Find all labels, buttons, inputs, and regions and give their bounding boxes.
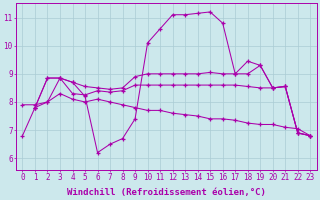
- X-axis label: Windchill (Refroidissement éolien,°C): Windchill (Refroidissement éolien,°C): [67, 188, 266, 197]
